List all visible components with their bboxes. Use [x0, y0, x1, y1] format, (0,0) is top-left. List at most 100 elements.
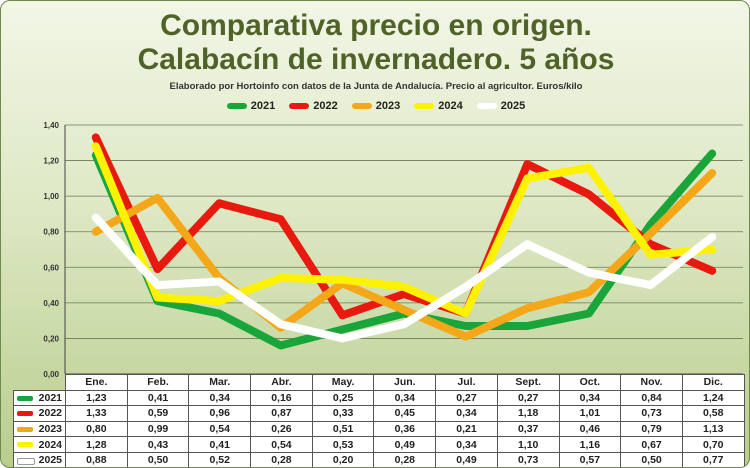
table-header-month: Jul. — [435, 374, 498, 391]
data-point-2025 — [400, 321, 408, 328]
table-cell: 0,67 — [620, 436, 683, 453]
data-point-2021 — [277, 342, 284, 349]
table-cell: 0,49 — [435, 451, 498, 467]
legend-item-2024: 2024 — [414, 100, 463, 112]
table-cell: 0,49 — [373, 436, 437, 453]
table-row-label: 2023 — [38, 423, 62, 436]
table-row-header: 2022 — [13, 405, 66, 422]
table-row: 2021 1,23 0,41 0,34 0,16 0,25 0,34 0,27 0,27 0,34… — [13, 389, 745, 407]
data-point-2023 — [524, 304, 531, 312]
table-cell: 0,34 — [435, 405, 498, 422]
table-cell: 0,36 — [373, 420, 437, 438]
data-point-2024 — [92, 143, 100, 150]
data-point-2021 — [339, 326, 346, 333]
data-point-2024 — [215, 297, 223, 305]
table-cell: 0,41 — [188, 436, 252, 453]
table-cell: 1,13 — [681, 420, 745, 438]
data-point-2022 — [215, 200, 223, 207]
data-point-2022 — [92, 134, 100, 141]
data-point-2023 — [585, 288, 593, 296]
data-point-2022 — [400, 290, 408, 298]
data-point-2025 — [708, 233, 716, 241]
table-cell: 0,20 — [311, 451, 375, 467]
chart-title-line1: Comparativa precio en origen. — [160, 9, 592, 42]
table-cell: 1,33 — [65, 405, 128, 422]
table-cell: 0,50 — [126, 451, 190, 467]
table-header-month: Nov. — [620, 374, 683, 391]
table-cell: 1,10 — [496, 436, 560, 453]
data-point-2024 — [462, 310, 469, 317]
table-cell: 0,99 — [126, 420, 190, 438]
data-point-2024 — [400, 283, 408, 291]
data-point-2024 — [524, 175, 531, 182]
legend-item-2022: 2022 — [289, 100, 338, 112]
table-cell: 0,79 — [620, 420, 683, 438]
table-legend-key — [17, 411, 33, 417]
data-point-2024 — [647, 251, 654, 259]
table-corner — [14, 375, 66, 391]
table-cell: 0,70 — [681, 436, 745, 453]
data-point-2023 — [708, 169, 716, 177]
table-header-month: Jun. — [373, 374, 437, 391]
legend-label: 2021 — [250, 100, 276, 112]
table-cell: 0,28 — [250, 451, 313, 467]
table-cell: 1,24 — [681, 389, 745, 407]
table-row-label: 2022 — [38, 407, 62, 420]
legend-swatch — [226, 103, 247, 109]
legend-label: 2023 — [375, 100, 401, 112]
table-cell: 0,16 — [250, 389, 313, 407]
data-point-2025 — [277, 321, 284, 328]
data-point-2025 — [647, 281, 654, 289]
table-cell: 0,77 — [681, 451, 745, 467]
table-legend-key — [17, 457, 35, 465]
table-header-month: Sept. — [496, 374, 560, 391]
table-header-month: Feb. — [126, 374, 190, 391]
table-cell: 0,27 — [496, 389, 560, 407]
table-cell: 0,34 — [188, 389, 252, 407]
table-row-label: 2025 — [38, 454, 62, 467]
y-tick-label: 1,40 — [43, 121, 59, 130]
table-row-label: 2021 — [38, 391, 62, 404]
table-legend-key — [17, 442, 33, 448]
table-cell: 0,34 — [373, 389, 437, 407]
data-point-2021 — [215, 310, 223, 317]
data-point-2022 — [524, 160, 531, 168]
table-cell: 0,57 — [558, 451, 622, 467]
table-cell: 0,37 — [496, 420, 560, 438]
table-cell: 0,58 — [681, 405, 745, 422]
chart-subtitle: Elaborado por Hortoinfo con datos de la … — [169, 81, 583, 92]
data-point-2024 — [585, 164, 593, 171]
legend-swatch — [476, 103, 497, 109]
data-point-2024 — [708, 246, 716, 253]
table-cell: 0,51 — [311, 420, 375, 438]
table-cell: 0,27 — [435, 389, 498, 407]
data-point-2025 — [339, 335, 346, 342]
data-point-2022 — [339, 312, 346, 319]
data-point-2024 — [154, 294, 161, 301]
table-cell: 1,01 — [558, 405, 622, 422]
table-cell: 0,54 — [250, 436, 313, 453]
table-header-month: Mar. — [188, 374, 252, 391]
legend-label: 2025 — [500, 100, 526, 112]
y-tick-label: 0,80 — [43, 228, 59, 237]
data-point-2022 — [585, 191, 593, 198]
data-table: Ene. Feb. Mar. Abr. May. Jun. Jul. Sept. Oct. Nov… — [13, 374, 745, 467]
data-point-2025 — [92, 214, 100, 221]
data-point-2025 — [462, 283, 469, 291]
table-cell: 0,21 — [435, 420, 498, 438]
table-cell: 0,28 — [373, 451, 437, 467]
table-cell: 0,73 — [496, 451, 560, 467]
y-tick-label: 0,00 — [43, 370, 59, 379]
table-cell: 0,87 — [250, 405, 313, 422]
data-point-2022 — [154, 265, 161, 273]
data-point-2021 — [585, 310, 593, 317]
table-cell: 0,46 — [558, 420, 622, 438]
table-cell: 0,33 — [311, 405, 375, 422]
table-row-header: 2025 — [13, 451, 66, 467]
table-legend-key — [17, 395, 33, 401]
table-cell: 0,26 — [250, 420, 313, 438]
y-tick-label: 0,60 — [43, 263, 59, 272]
y-tick-label: 1,00 — [43, 192, 59, 201]
data-point-2025 — [215, 278, 223, 285]
